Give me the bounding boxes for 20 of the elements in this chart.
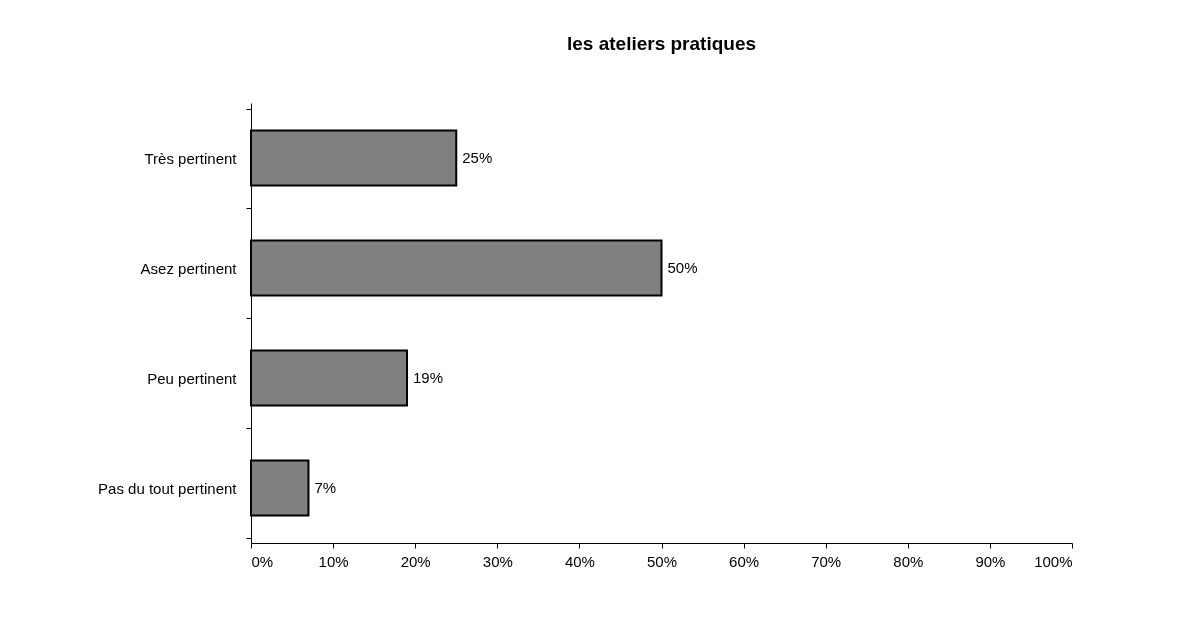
x-tick-label: 100% [1034, 552, 1073, 570]
x-tick-label: 90% [975, 552, 1006, 570]
x-tick-label: 50% [646, 552, 678, 570]
data-label: 50% [667, 259, 698, 276]
x-tick-label: 20% [400, 552, 431, 570]
y-tick-label: Très pertinent [144, 149, 238, 167]
y-tick-label: Pas du tout pertinent [98, 479, 238, 497]
data-label: 25% [462, 149, 493, 166]
x-tick-label: 40% [564, 552, 595, 570]
x-tick-label: 60% [729, 552, 760, 570]
x-tick-label: 0% [251, 552, 274, 570]
x-tick-label: 70% [811, 552, 842, 570]
data-label: 19% [412, 369, 444, 386]
x-tick-label: 10% [318, 552, 349, 570]
y-tick-label: Asez pertinent [140, 259, 238, 277]
x-tick-label: 80% [893, 552, 924, 570]
x-tick-label: 30% [482, 552, 513, 570]
chart-title: les ateliers pratiques [566, 33, 757, 54]
data-label: 7% [314, 479, 337, 496]
y-tick-label: Peu pertinent [147, 369, 238, 387]
